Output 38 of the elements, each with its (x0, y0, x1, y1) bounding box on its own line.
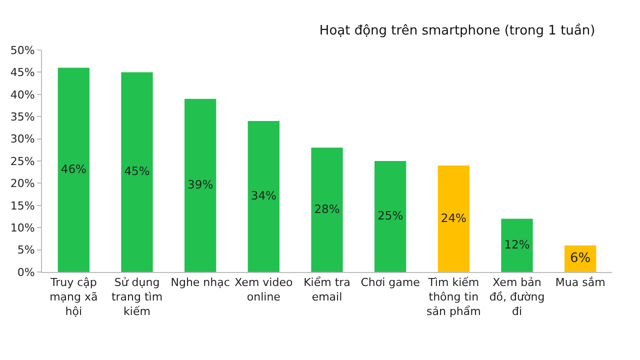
data-label: 25% (378, 208, 404, 223)
y-tick-label: 35% (10, 110, 35, 124)
chart-title: Hoạt động trên smartphone (trong 1 tuần) (319, 22, 596, 38)
x-tick-label: Xem bản đồ, đường đi (489, 276, 545, 318)
x-tick-label: Xem video online (234, 276, 293, 304)
x-tick-label: Mua sắm (555, 276, 606, 290)
bar (374, 161, 406, 272)
data-label: 46% (60, 162, 87, 176)
data-label: 39% (188, 178, 214, 192)
x-tick-label: Truy cập mạng xã hội (49, 276, 98, 318)
x-tick-label: Kiểm tra email (304, 276, 350, 304)
bar (184, 98, 216, 272)
data-label: 34% (250, 188, 277, 203)
bar (248, 121, 280, 272)
x-tick-label: Sử dụng trang tìm kiếm (111, 276, 163, 318)
y-tick-label: 5% (17, 244, 35, 257)
x-tick-label: Chơi game (360, 276, 420, 290)
bar (438, 165, 470, 272)
data-label: 12% (504, 237, 530, 252)
data-label: 6% (570, 251, 591, 266)
y-tick-label: 30% (10, 132, 35, 146)
y-tick-label: 10% (10, 221, 35, 234)
bar (311, 148, 343, 272)
data-label: 45% (124, 164, 150, 178)
x-tick-label: Nghe nhạc (170, 276, 230, 290)
bar (501, 218, 533, 272)
data-label: 24% (440, 210, 467, 225)
data-label: 28% (314, 202, 340, 216)
y-tick-label: 50% (10, 44, 35, 57)
y-tick-label: 15% (10, 199, 35, 212)
x-tick-label: Tìm kiếm thông tin sản phẩm (426, 276, 481, 318)
bar (121, 72, 153, 272)
y-tick-label: 0% (17, 266, 35, 279)
y-tick-label: 40% (10, 88, 35, 102)
bar (58, 68, 90, 272)
y-tick-label: 25% (10, 154, 35, 168)
y-tick-label: 20% (10, 177, 35, 190)
y-tick-label: 45% (10, 66, 35, 80)
